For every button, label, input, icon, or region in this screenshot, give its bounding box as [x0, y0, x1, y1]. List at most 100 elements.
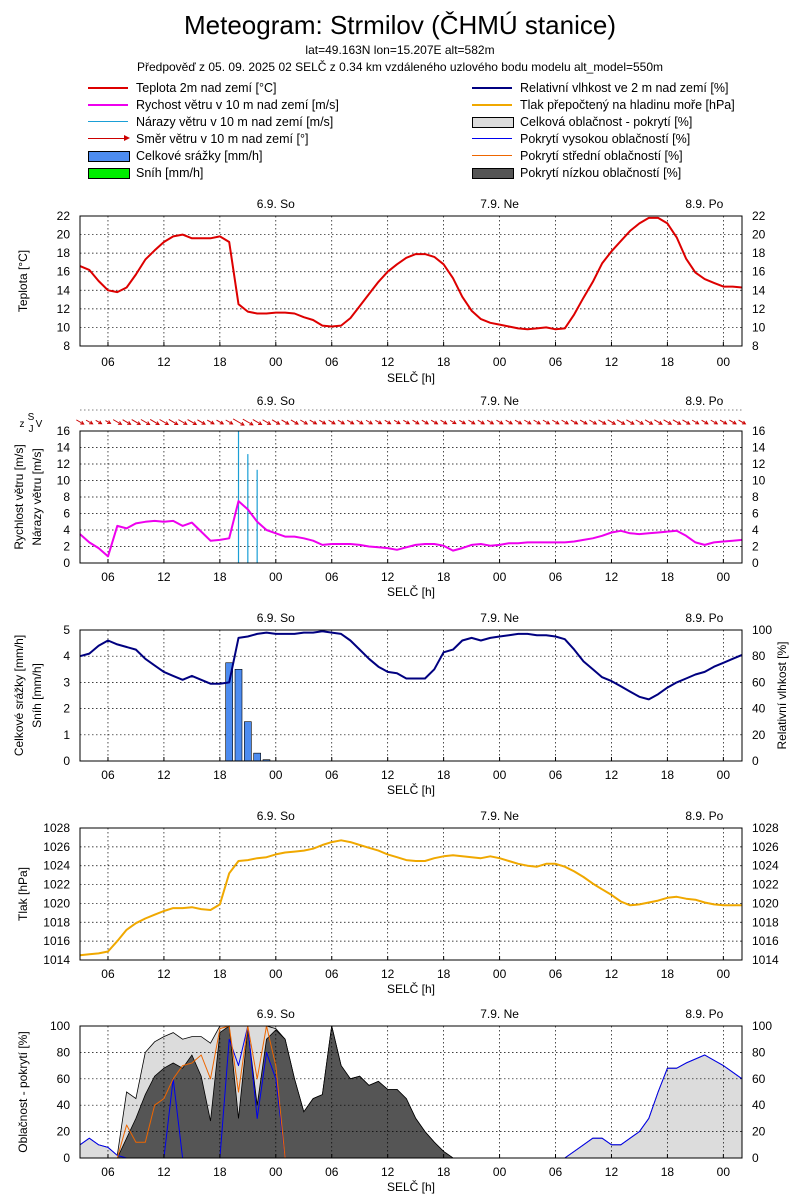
wind-dir-arrow	[459, 419, 467, 425]
x-tick-label: 18	[661, 570, 675, 584]
wind-dir-head	[136, 421, 142, 425]
x-tick-label: 12	[157, 768, 171, 782]
wind-dir-head	[573, 420, 579, 425]
y-tick-label-left: 16	[57, 265, 71, 279]
y-tick-label-left: 22	[57, 209, 71, 223]
wind-dir-shaft	[197, 419, 206, 425]
day-label: 8.9. Po	[685, 394, 723, 408]
y-tick-label-left: 2	[63, 540, 70, 554]
wind-dir-arrow	[375, 419, 383, 425]
day-label: 8.9. Po	[685, 1007, 723, 1021]
x-tick-label: 12	[381, 355, 395, 369]
x-tick-label: 00	[493, 355, 507, 369]
y-tick-label-right: 0	[752, 754, 759, 768]
wind-dir-arrow	[309, 419, 318, 425]
plot-frame	[79, 629, 743, 762]
y-tick-label-right: 4	[752, 523, 759, 537]
wind-dir-head	[387, 420, 392, 425]
wind-dir-arrow	[393, 419, 401, 425]
wind-dir-head	[276, 420, 281, 425]
precip-bar	[253, 752, 261, 762]
legend-icon-left-2	[88, 121, 128, 122]
y-tick-label-left: 0	[63, 754, 70, 768]
wind-dir-shaft	[729, 419, 737, 425]
y-tick-label-left: 0	[63, 556, 70, 570]
x-tick-label: 18	[661, 967, 675, 981]
wind-dir-shaft	[542, 419, 550, 425]
wind-dir-head	[723, 420, 728, 425]
wind-dir-head	[415, 420, 420, 425]
wind-dir-head	[201, 420, 206, 425]
x-tick-label: 12	[381, 1165, 395, 1179]
wind-dir-arrow	[105, 420, 112, 424]
wind-dir-head	[210, 420, 215, 425]
wind-dir-head	[249, 421, 254, 426]
wind-dir-shaft	[533, 419, 541, 425]
y-axis-label: Oblačnost - pokrytí [%]	[16, 1031, 30, 1152]
wind-dir-head	[285, 420, 290, 425]
panel-pressure	[79, 827, 743, 961]
x-tick-label: 12	[157, 355, 171, 369]
x-tick-label: 18	[213, 768, 227, 782]
wind-dir-arrow	[262, 419, 272, 425]
wind-dir-arrow	[149, 419, 160, 426]
x-tick-label: 00	[493, 570, 507, 584]
x-tick-label: 00	[493, 1165, 507, 1179]
y-tick-label-right: 14	[752, 283, 766, 297]
x-tick-label: 06	[549, 570, 563, 584]
wind-dir-shaft	[216, 419, 224, 425]
wind-dir-head	[80, 420, 85, 425]
y-tick-label-right: 8	[752, 490, 759, 504]
x-tick-label: 06	[325, 570, 339, 584]
wind-dir-arrow	[290, 419, 299, 425]
wind-dir-shaft	[290, 419, 299, 425]
day-label: 7.9. Ne	[480, 197, 519, 211]
wind-dir-shaft	[459, 419, 466, 425]
wind-dir-shaft	[337, 419, 345, 425]
legend-icon-left-1	[88, 104, 128, 106]
wind-dir-shaft	[635, 419, 644, 425]
wind-dir-shaft	[242, 418, 254, 426]
wind-dir-arrow	[486, 419, 495, 425]
wind-dir-shaft	[468, 419, 475, 425]
wind-dir-shaft	[232, 418, 245, 426]
y-tick-label-left: 12	[57, 302, 71, 316]
legend-label-left-5: Sníh [mm/h]	[136, 166, 204, 180]
day-label: 6.9. So	[257, 394, 295, 408]
wind-dir-head	[155, 421, 160, 426]
y-tick-label-right: 14	[752, 441, 766, 455]
dir-label-s: J	[29, 424, 34, 435]
y-tick-label-left: 1020	[43, 896, 70, 910]
x-tick-label: 00	[717, 1165, 731, 1179]
wind-dir-shaft	[570, 419, 578, 425]
wind-dir-head	[359, 420, 364, 425]
y-tick-label-left: 10	[57, 474, 71, 488]
wind-dir-head	[89, 420, 94, 425]
wind-dir-head	[489, 420, 495, 425]
wind-dir-shaft	[76, 419, 84, 425]
wind-dir-arrow	[561, 419, 569, 425]
wind-dir-head	[461, 420, 467, 425]
y-tick-label-left: 14	[57, 283, 71, 297]
y-tick-label-left: 4	[63, 523, 70, 537]
wind-dir-head	[229, 420, 234, 425]
x-axis-label: SELČ [h]	[387, 981, 435, 996]
wind-dir-head	[630, 420, 635, 425]
wind-dir-shaft	[187, 419, 197, 425]
wind-dir-arrow	[598, 419, 607, 425]
wind-dir-arrow	[300, 419, 309, 425]
wind-dir-head	[639, 420, 644, 425]
y-tick-label-right: 1014	[752, 953, 779, 967]
wind-dir-arrow	[271, 419, 281, 425]
y-tick-label-left: 4	[63, 649, 70, 663]
wind-dir-head	[303, 420, 309, 425]
wind-dir-head	[508, 420, 513, 425]
y-tick-label-left: 1028	[43, 821, 70, 835]
wind-dir-shaft	[710, 419, 718, 425]
wind-dir-head	[164, 421, 170, 426]
x-tick-label: 06	[101, 1165, 115, 1179]
wind-dir-shaft	[375, 419, 382, 425]
day-label: 6.9. So	[257, 197, 295, 211]
precip-bar	[225, 662, 233, 762]
legend-label-left-0: Teplota 2m nad zemí [°C]	[136, 81, 277, 95]
